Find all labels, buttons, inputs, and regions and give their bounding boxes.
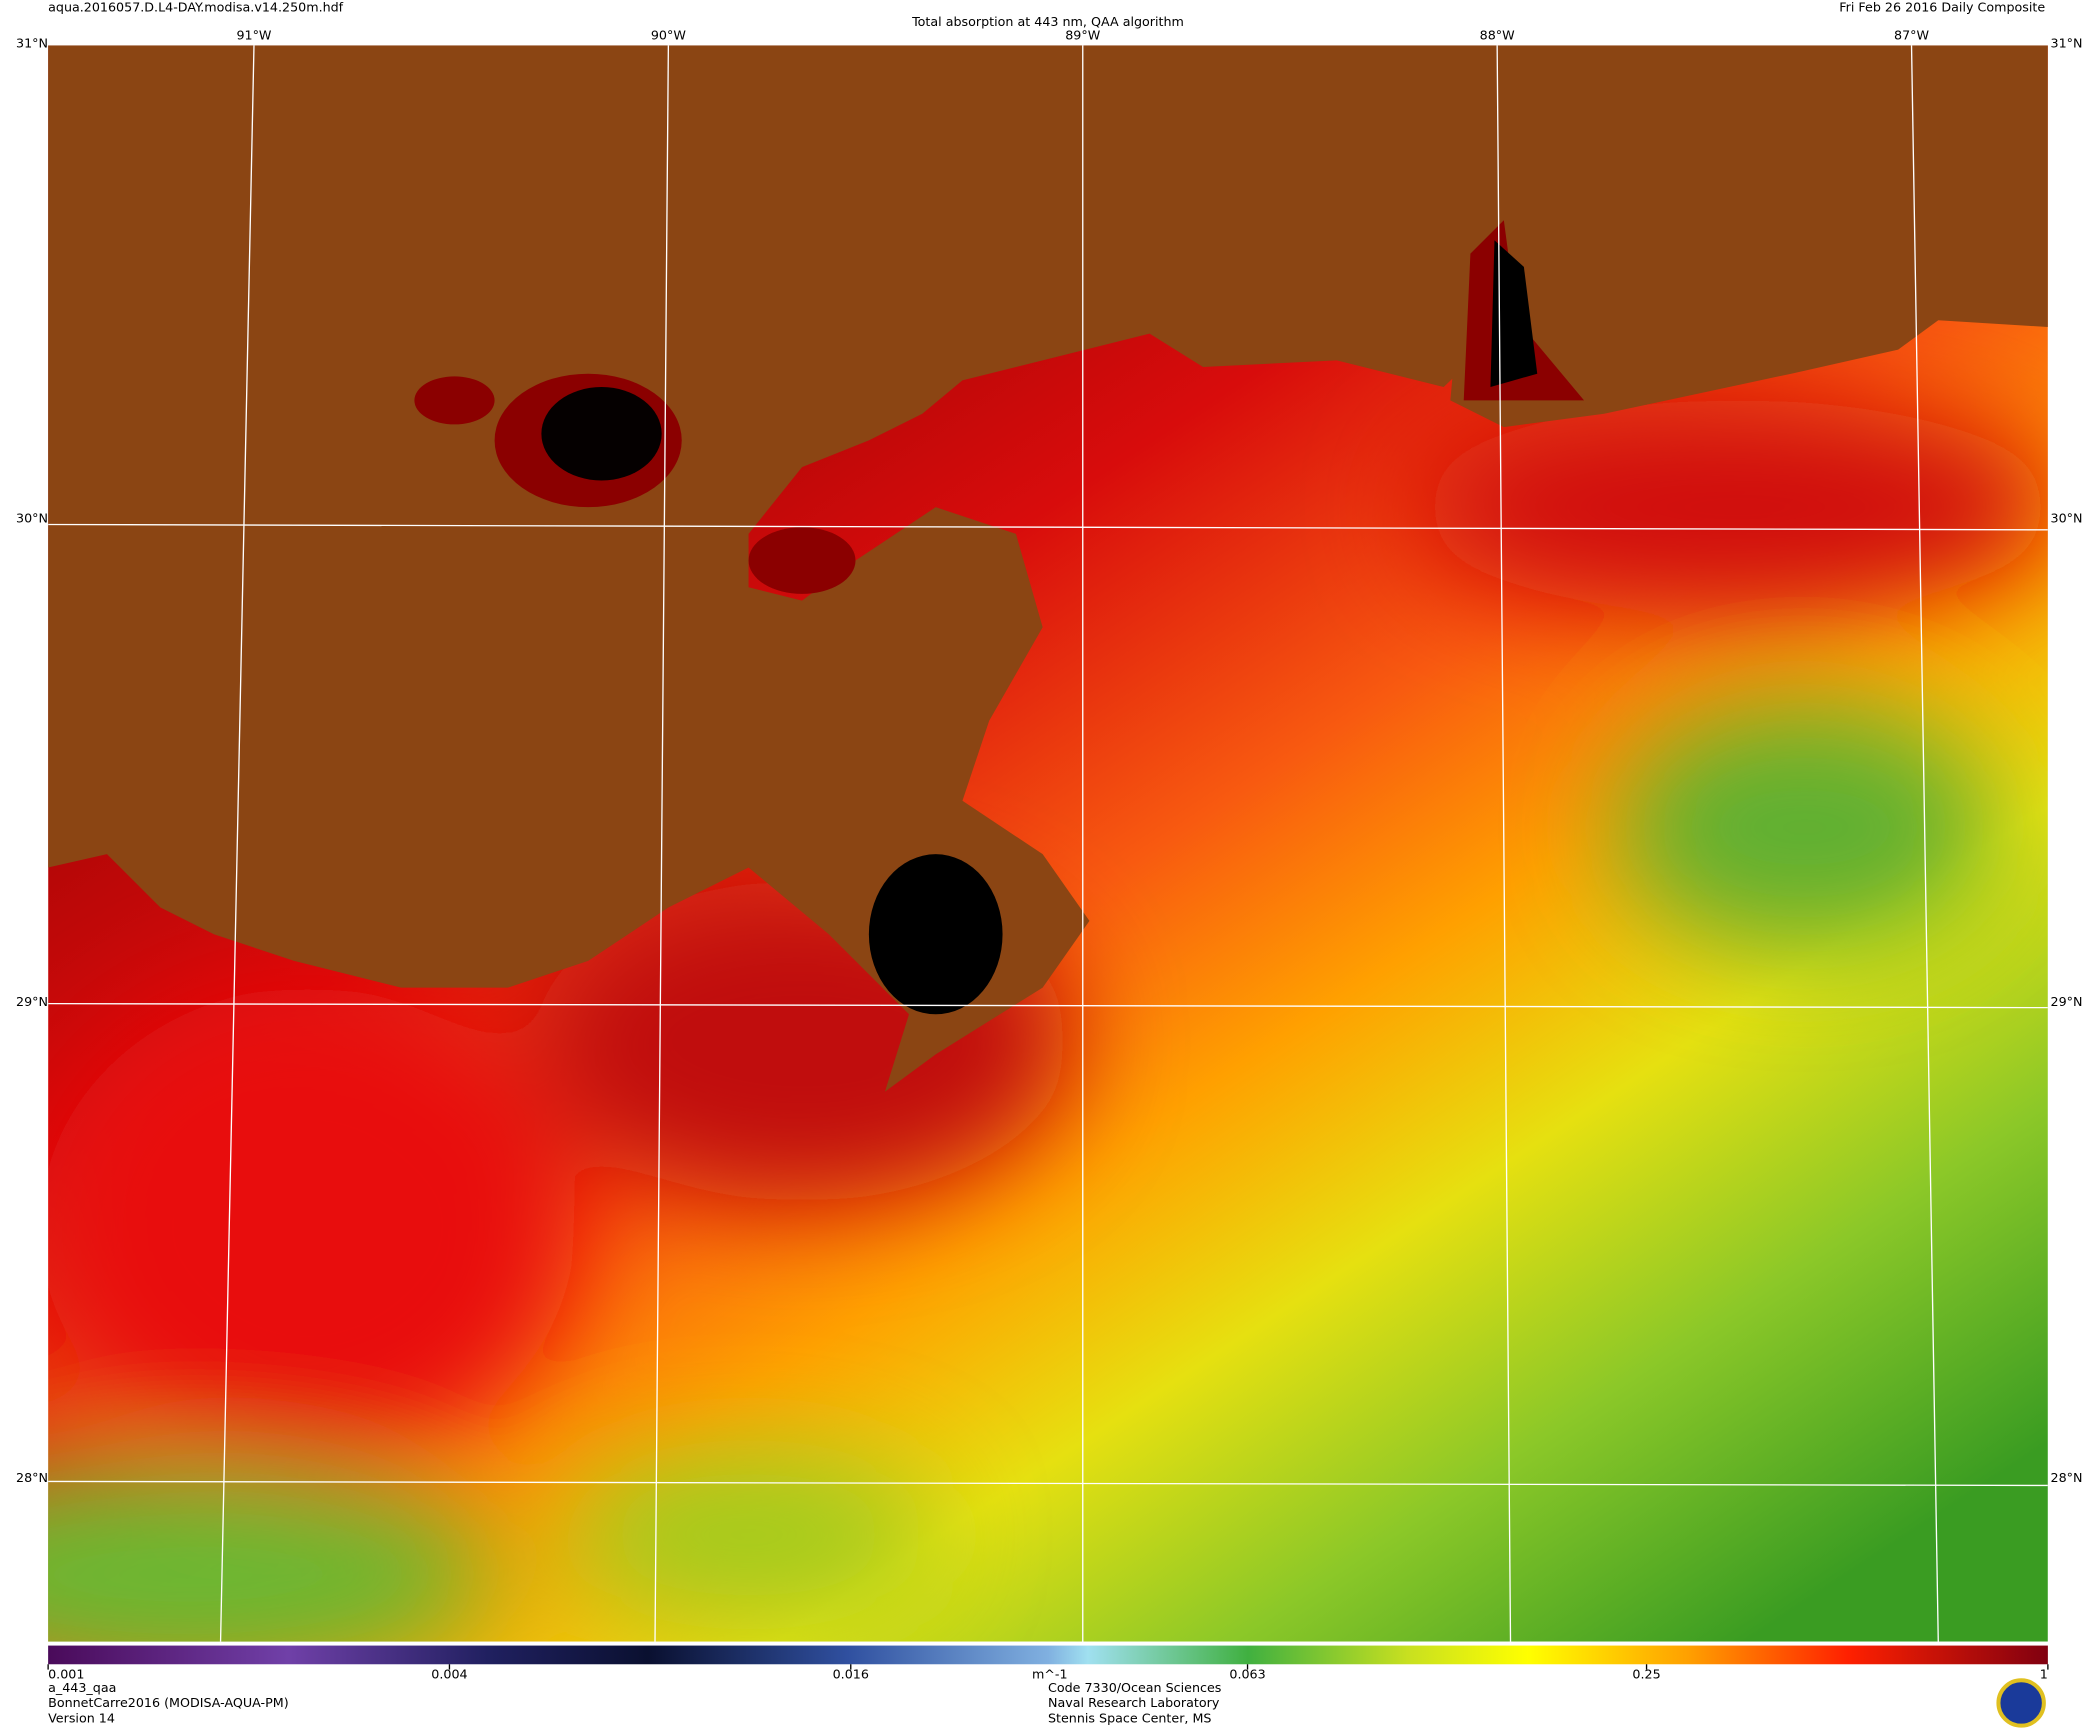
lat-label: 29°N bbox=[16, 994, 48, 1009]
footer-center: Naval Research Laboratory bbox=[1048, 1695, 1220, 1710]
colorbar-tick-label: 0.004 bbox=[431, 1666, 467, 1681]
colorbar-tick-label: 1 bbox=[2040, 1666, 2048, 1681]
logo bbox=[1996, 1678, 2046, 1728]
title: Total absorption at 443 nm, QAA algorith… bbox=[911, 14, 1184, 29]
lon-label: 91°W bbox=[236, 28, 271, 43]
colorbar-tick-label: 0.25 bbox=[1632, 1666, 1660, 1681]
map-image bbox=[48, 45, 2048, 1642]
lat-label: 28°N bbox=[2051, 1470, 2083, 1485]
colorbar-tick-label: 0.016 bbox=[833, 1666, 869, 1681]
land bbox=[48, 45, 2048, 1092]
file-name: aqua.2016057.D.L4-DAY.modisa.v14.250m.hd… bbox=[48, 0, 344, 15]
lat-label: 28°N bbox=[16, 1470, 48, 1485]
footer-left: BonnetCarre2016 (MODISA-AQUA-PM) bbox=[48, 1695, 289, 1710]
lat-label: 31°N bbox=[16, 36, 48, 51]
lon-label: 87°W bbox=[1894, 28, 1929, 43]
colorbar bbox=[48, 1645, 2048, 1665]
footer-center: Code 7330/Ocean Sciences bbox=[1048, 1680, 1221, 1695]
colorbar-tick-label: 0.063 bbox=[1229, 1666, 1265, 1681]
footer-left: Version 14 bbox=[48, 1710, 115, 1725]
footer-center: Stennis Space Center, MS bbox=[1048, 1710, 1211, 1725]
lat-label: 29°N bbox=[2051, 994, 2083, 1009]
lon-label: 90°W bbox=[651, 28, 686, 43]
lon-label: 89°W bbox=[1065, 28, 1100, 43]
lat-label: 30°N bbox=[2051, 511, 2083, 526]
footer-left: a_443_qaa bbox=[48, 1680, 116, 1695]
lat-label: 30°N bbox=[16, 511, 48, 526]
lon-label: 88°W bbox=[1480, 28, 1515, 43]
colorbar-unit: m^-1 bbox=[1032, 1666, 1068, 1681]
date: Fri Feb 26 2016 Daily Composite bbox=[1839, 0, 2045, 15]
colorbar-tick-label: 0.001 bbox=[48, 1666, 84, 1681]
lat-label: 31°N bbox=[2051, 36, 2083, 51]
